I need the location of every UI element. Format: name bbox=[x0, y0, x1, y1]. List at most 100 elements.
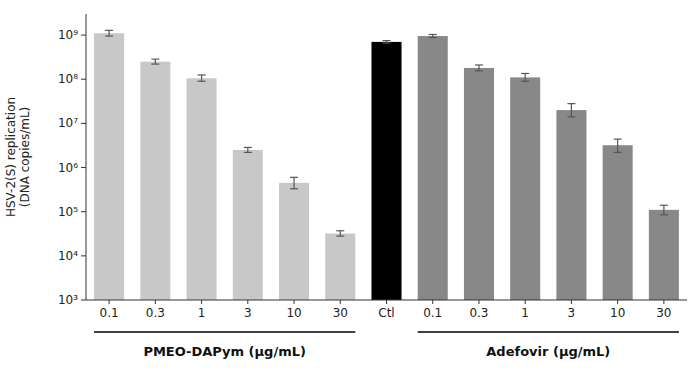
error-bar bbox=[244, 147, 252, 152]
error-bar-stem bbox=[340, 231, 341, 236]
error-bar-cap bbox=[105, 35, 113, 36]
bar bbox=[94, 33, 124, 300]
bar bbox=[187, 78, 217, 300]
error-bar bbox=[567, 104, 575, 117]
x-tick bbox=[617, 300, 618, 304]
y-axis: 10³10⁴10⁵10⁶10⁷10⁸10⁹ bbox=[58, 14, 86, 307]
error-bar-cap bbox=[567, 103, 575, 104]
x-tick bbox=[571, 300, 572, 304]
error-bar-stem bbox=[571, 104, 572, 117]
bar bbox=[233, 150, 263, 300]
error-bar-cap bbox=[336, 230, 344, 231]
y-tick bbox=[81, 211, 86, 212]
x-tick-label: 10 bbox=[286, 306, 301, 320]
error-bar-cap bbox=[290, 188, 298, 189]
y-axis-label: HSV-2(S) replication(DNA copies/mL) bbox=[4, 97, 32, 217]
bar bbox=[464, 68, 494, 300]
x-tick-label: 0.1 bbox=[423, 306, 442, 320]
error-bar-stem bbox=[293, 177, 294, 188]
y-tick-label: 10⁸ bbox=[58, 72, 78, 86]
x-tick bbox=[340, 300, 341, 304]
error-bar-cap bbox=[383, 42, 391, 43]
error-bar-stem bbox=[478, 65, 479, 71]
y-tick-label: 10⁴ bbox=[58, 249, 78, 263]
error-bar-stem bbox=[201, 75, 202, 81]
y-tick-label: 10³ bbox=[58, 293, 78, 307]
error-bar-cap bbox=[198, 81, 206, 82]
error-bar-cap bbox=[614, 152, 622, 153]
error-bar bbox=[383, 41, 391, 43]
error-bar-cap bbox=[660, 205, 668, 206]
y-axis-label-line: (DNA copies/mL) bbox=[18, 107, 32, 208]
y-tick-label: 10⁹ bbox=[58, 28, 78, 42]
error-bar-cap bbox=[429, 34, 437, 35]
error-bar-cap bbox=[567, 116, 575, 117]
error-bar-stem bbox=[525, 73, 526, 81]
group-bracket bbox=[418, 331, 679, 333]
x-tick bbox=[294, 300, 295, 304]
error-bar-cap bbox=[521, 81, 529, 82]
group-annotations: PMEO-DAPym (μg/mL)Adefovir (μg/mL) bbox=[94, 332, 679, 359]
bar bbox=[325, 234, 355, 300]
bar bbox=[279, 183, 309, 300]
bar bbox=[140, 62, 170, 300]
error-bar bbox=[105, 30, 113, 36]
y-tick bbox=[81, 79, 86, 80]
error-bar-stem bbox=[109, 30, 110, 36]
error-bar-cap bbox=[151, 64, 159, 65]
x-tick bbox=[525, 300, 526, 304]
error-bar-cap bbox=[336, 236, 344, 237]
x-axis: 0.10.3131030Ctl0.10.3131030 bbox=[86, 300, 687, 320]
error-bar bbox=[660, 205, 668, 215]
error-bar-cap bbox=[244, 147, 252, 148]
error-bar-stem bbox=[617, 139, 618, 152]
error-bar-cap bbox=[521, 73, 529, 74]
x-tick-label: 10 bbox=[610, 306, 625, 320]
error-bar-cap bbox=[614, 139, 622, 140]
x-tick-label: 0.3 bbox=[469, 306, 488, 320]
error-bar-cap bbox=[383, 40, 391, 41]
error-bar-cap bbox=[151, 59, 159, 60]
error-bar bbox=[290, 177, 298, 188]
x-tick bbox=[247, 300, 248, 304]
bar bbox=[603, 145, 633, 300]
x-tick-label: 30 bbox=[656, 306, 671, 320]
error-bar bbox=[151, 59, 159, 64]
bar bbox=[510, 77, 540, 300]
bar bbox=[371, 42, 401, 300]
x-tick bbox=[478, 300, 479, 304]
error-bar bbox=[521, 73, 529, 81]
y-tick-label: 10⁷ bbox=[58, 116, 78, 130]
x-tick bbox=[432, 300, 433, 304]
x-tick-label: 3 bbox=[244, 306, 252, 320]
error-bar-cap bbox=[290, 177, 298, 178]
y-axis-line bbox=[86, 14, 87, 300]
x-tick bbox=[201, 300, 202, 304]
y-tick bbox=[81, 167, 86, 168]
error-bar-cap bbox=[105, 30, 113, 31]
error-bar-cap bbox=[429, 37, 437, 38]
error-bar bbox=[614, 139, 622, 152]
x-tick bbox=[386, 300, 387, 304]
y-axis-label-line: HSV-2(S) replication bbox=[4, 97, 18, 217]
plot-area bbox=[94, 30, 679, 300]
error-bar-cap bbox=[475, 64, 483, 65]
y-tick-label: 10⁵ bbox=[58, 205, 78, 219]
y-tick bbox=[81, 300, 86, 301]
y-tick bbox=[81, 255, 86, 256]
bar bbox=[556, 110, 586, 300]
y-tick bbox=[81, 123, 86, 124]
error-bar bbox=[198, 75, 206, 81]
x-tick bbox=[109, 300, 110, 304]
error-bar bbox=[429, 35, 437, 38]
group-label: PMEO-DAPym (μg/mL) bbox=[143, 344, 306, 359]
error-bar-stem bbox=[247, 147, 248, 152]
x-tick-label: 0.3 bbox=[146, 306, 165, 320]
x-tick-label: 0.1 bbox=[100, 306, 119, 320]
x-tick-label: 1 bbox=[198, 306, 206, 320]
y-tick bbox=[81, 35, 86, 36]
bar bbox=[649, 210, 679, 300]
error-bar-cap bbox=[244, 152, 252, 153]
x-tick bbox=[663, 300, 664, 304]
group-bracket bbox=[94, 331, 355, 333]
